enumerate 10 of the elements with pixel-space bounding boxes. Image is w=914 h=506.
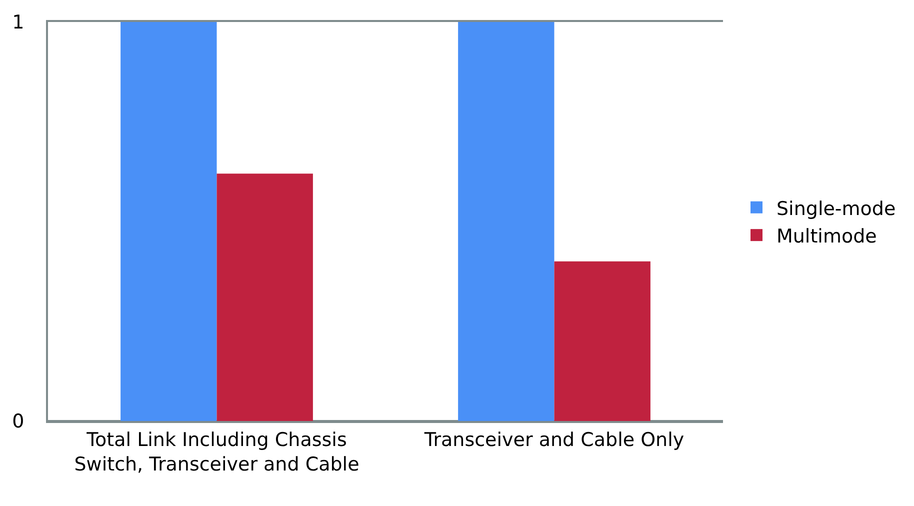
y-tick-label: 0	[12, 410, 24, 433]
legend-label: Multimode	[776, 225, 877, 248]
y-tick-label: 1	[12, 12, 24, 34]
bar	[554, 261, 650, 421]
bar	[120, 22, 217, 421]
x-tick-label: Total Link Including Chassis Switch, Transceiver and Cable	[74, 428, 360, 476]
x-tick-label: Transceiver and Cable Only	[423, 428, 684, 451]
bar	[216, 174, 313, 421]
legend-label: Single-mode	[776, 198, 896, 220]
bar	[458, 22, 554, 421]
